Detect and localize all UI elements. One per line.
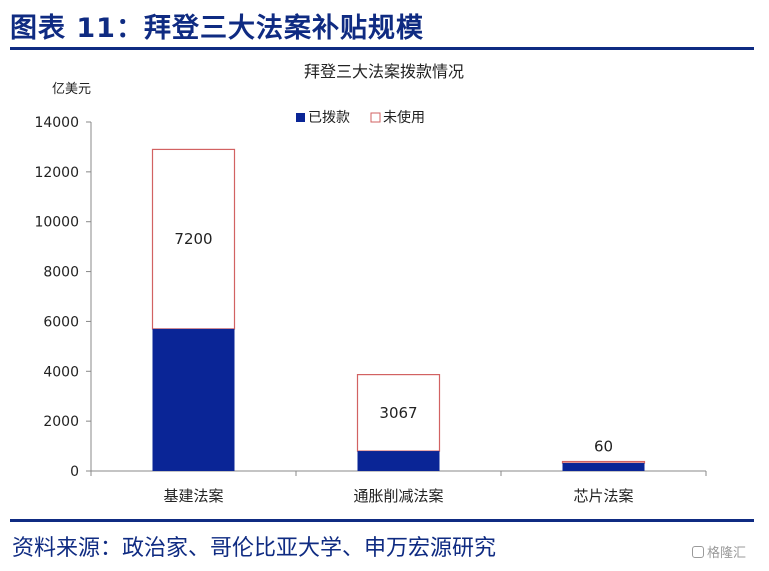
chart-bars: 7200 3067 60: [151, 148, 646, 471]
chart-title: 拜登三大法案拨款情况: [304, 62, 464, 81]
y-tick-label: 0: [70, 464, 79, 480]
bar-segment-unused: [151, 148, 236, 330]
bar-chart: 拜登三大法案拨款情况 亿美元 已拨款 未使用 0 2000 4000 6000 8000 1…: [34, 62, 707, 505]
bar-segment-unused: [561, 460, 646, 464]
legend-label-unused: 未使用: [383, 109, 425, 126]
source-note: 资料来源：政治家、哥伦比亚大学、申万宏源研究: [12, 536, 497, 561]
data-label: 60: [594, 438, 613, 456]
y-tick-label: 8000: [43, 265, 79, 281]
legend-swatch-allocated: [296, 113, 305, 122]
x-category-label: 基建法案: [163, 487, 223, 505]
y-tick-label: 10000: [34, 215, 79, 231]
chart-legend: 已拨款 未使用: [296, 109, 425, 126]
y-tick-label: 4000: [43, 364, 79, 380]
x-category-label: 通胀削减法案: [353, 487, 443, 505]
watermark-logo-icon: [692, 545, 704, 558]
y-axis-unit-label: 亿美元: [52, 82, 91, 97]
top-divider: [10, 47, 754, 50]
watermark-text: 格隆汇: [707, 546, 747, 561]
legend-swatch-unused: [370, 112, 381, 123]
bar-segment-allocated: [562, 463, 645, 471]
y-tick-label: 6000: [43, 314, 79, 330]
bar-segment-allocated: [152, 328, 235, 471]
figure-title: 图表 11：拜登三大法案补贴规模: [10, 13, 424, 44]
y-tick-label: 14000: [34, 115, 79, 131]
x-category-label: 芯片法案: [573, 487, 633, 505]
watermark: 格隆汇: [692, 542, 746, 561]
bottom-divider: [10, 519, 754, 522]
data-label: 3067: [379, 404, 417, 422]
bar-segment-unused: [356, 374, 441, 452]
bar-segment-allocated: [357, 451, 440, 471]
y-tick-label: 2000: [43, 414, 79, 430]
y-tick-label: 12000: [34, 165, 79, 181]
legend-label-allocated: 已拨款: [308, 110, 350, 126]
data-label: 7200: [174, 230, 212, 248]
